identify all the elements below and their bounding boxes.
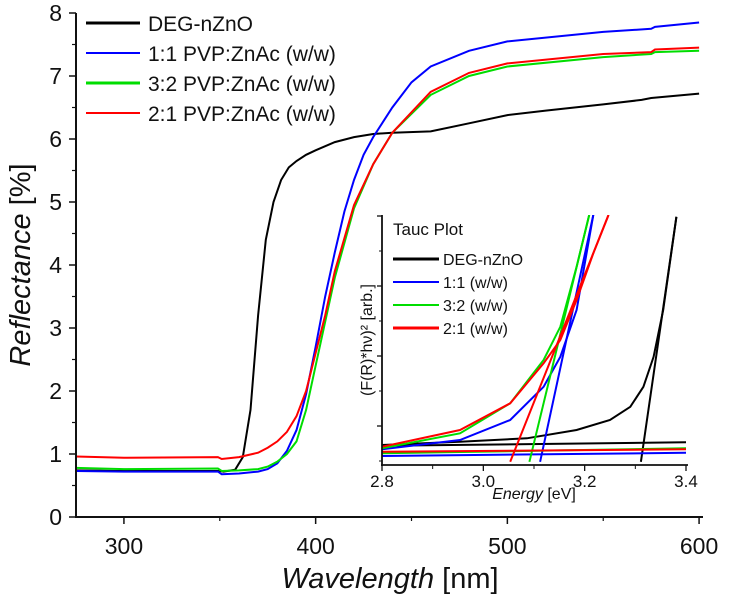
x-tick-label: 300 xyxy=(105,533,143,559)
inset-baseline-2-1-w-w xyxy=(382,448,686,453)
inset-legend-item-2-1-w-w: 2:1 (w/w) xyxy=(393,321,508,338)
legend-label: 3:2 PVP:ZnAc (w/w) xyxy=(148,73,336,96)
series-line-3-2-pvp-znac-w-w xyxy=(75,49,700,473)
inset-tangent-2-1-w-w xyxy=(509,215,610,463)
inset-x-axis-title: Energy [eV] xyxy=(492,486,576,503)
x-tick-label: 600 xyxy=(680,533,718,559)
inset-x-tick-label: 3.4 xyxy=(674,472,698,491)
inset-y-axis-title: (F(R)*hν)² [arb.] xyxy=(359,284,376,396)
inset-legend-label: DEG-nZnO xyxy=(443,252,523,269)
legend-label: 1:1 PVP:ZnAc (w/w) xyxy=(148,43,336,66)
inset-axes: 2.8 3.0 3.2 3.4 xyxy=(370,215,698,491)
y-tick-label: 5 xyxy=(49,189,62,215)
inset-legend-item-3-2-w-w: 3:2 (w/w) xyxy=(393,298,508,315)
main-legend: DEG-nZnO 1:1 PVP:ZnAc (w/w) 3:2 PVP:ZnAc (… xyxy=(86,13,336,126)
inset-tangent-1-1-w-w xyxy=(539,215,595,463)
inset-legend-item-deg-nzno: DEG-nZnO xyxy=(393,252,523,269)
inset-x-tick-label: 2.8 xyxy=(370,472,394,491)
series-line-deg-nzno xyxy=(75,92,700,473)
legend-item-2-1-pvp-znac-w-w: 2:1 PVP:ZnAc (w/w) xyxy=(86,103,336,126)
y-tick-label: 8 xyxy=(49,0,62,26)
y-tick-label: 7 xyxy=(49,63,62,89)
inset-legend-item-1-1-w-w: 1:1 (w/w) xyxy=(393,275,508,292)
inset-curve-deg-nzno xyxy=(382,216,678,446)
series-line-1-1-pvp-znac-w-w xyxy=(75,21,700,476)
main-axes: 0 1 2 3 4 5 6 7 8 300 400 500 600 xyxy=(49,0,718,559)
y-axis-title: Reflectance [%] xyxy=(5,163,37,366)
y-tick-label: 0 xyxy=(49,504,62,530)
legend-item-3-2-pvp-znac-w-w: 3:2 PVP:ZnAc (w/w) xyxy=(86,73,336,96)
legend-item-1-1-pvp-znac-w-w: 1:1 PVP:ZnAc (w/w) xyxy=(86,43,336,66)
main-plot-lines xyxy=(75,21,700,476)
inset-x-tick-label: 3.0 xyxy=(472,472,496,491)
legend-label: DEG-nZnO xyxy=(148,13,253,36)
y-tick-label: 6 xyxy=(49,126,62,152)
inset-plot-lines xyxy=(382,215,686,463)
y-tick-label: 4 xyxy=(49,252,62,278)
x-tick-label: 400 xyxy=(296,533,334,559)
inset-legend-label: 1:1 (w/w) xyxy=(443,275,508,292)
legend-label: 2:1 PVP:ZnAc (w/w) xyxy=(148,103,336,126)
inset-legend-label: 3:2 (w/w) xyxy=(443,298,508,315)
x-tick-label: 500 xyxy=(488,533,526,559)
series-line-2-1-pvp-znac-w-w xyxy=(75,46,700,461)
x-axis-title: Wavelength [nm] xyxy=(281,563,498,595)
y-tick-label: 2 xyxy=(49,378,62,404)
inset-tangent-deg-nzno xyxy=(639,216,678,462)
y-tick-label: 1 xyxy=(49,441,62,467)
inset-legend: DEG-nZnO 1:1 (w/w) 3:2 (w/w) 2:1 (w/w) xyxy=(393,252,523,338)
inset-legend-label: 2:1 (w/w) xyxy=(443,321,508,338)
legend-item-deg-nzno: DEG-nZnO xyxy=(86,13,253,36)
y-tick-label: 3 xyxy=(49,315,62,341)
inset-x-tick-label: 3.2 xyxy=(573,472,597,491)
inset-baseline-1-1-w-w xyxy=(382,451,686,457)
inset-curve-1-1-w-w xyxy=(382,215,595,451)
tauc-plot-inset: 2.8 3.0 3.2 3.4 Tauc Plot DEG-nZnO 1:1 (w/w)… xyxy=(359,215,698,503)
inset-background xyxy=(372,205,702,505)
inset-title: Tauc Plot xyxy=(393,220,463,239)
